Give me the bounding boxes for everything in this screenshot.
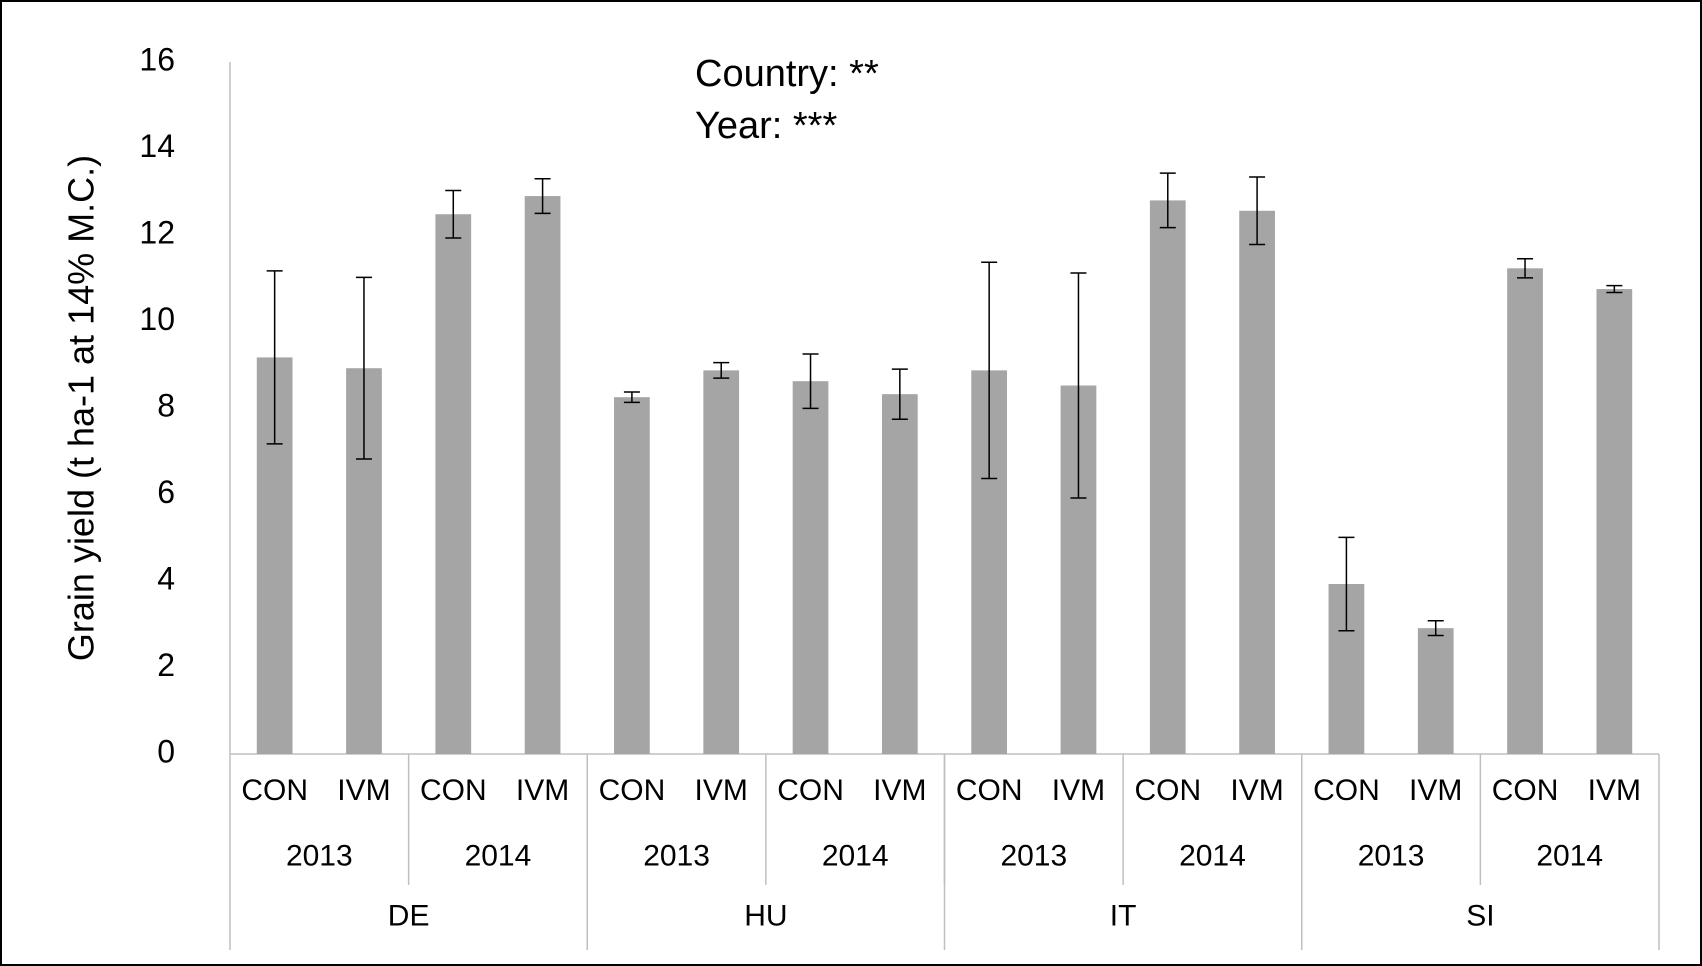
error-bar xyxy=(1427,620,1444,637)
error-bar xyxy=(1070,272,1087,499)
annotation: Year: *** xyxy=(695,105,837,147)
bar xyxy=(1149,200,1186,754)
y-tick-label: 10 xyxy=(139,301,175,337)
y-tick-label: 14 xyxy=(139,128,175,164)
year-label: 2013 xyxy=(1358,839,1425,872)
x-tick-label: IVM xyxy=(1588,774,1641,807)
error-bar xyxy=(623,391,640,404)
bar xyxy=(792,381,829,754)
error-bar xyxy=(534,178,551,215)
x-tick-label: IVM xyxy=(1230,774,1283,807)
error-bar xyxy=(802,353,819,410)
y-tick-label: 2 xyxy=(157,647,175,683)
error-bar xyxy=(1338,536,1355,632)
error-bar xyxy=(355,276,372,460)
error-bar xyxy=(266,270,283,445)
error-bar xyxy=(891,368,908,420)
x-tick-label: CON xyxy=(956,774,1023,807)
error-bar xyxy=(1606,284,1623,294)
bar xyxy=(435,214,472,755)
bar xyxy=(614,397,650,754)
bar xyxy=(1507,268,1543,754)
bar xyxy=(881,394,918,754)
x-tick-label: CON xyxy=(599,774,666,807)
error-bar xyxy=(1517,258,1534,279)
x-tick-label: IVM xyxy=(873,774,926,807)
error-bar xyxy=(1249,176,1266,246)
error-bar xyxy=(445,189,462,239)
year-label: 2014 xyxy=(465,839,532,872)
error-bar xyxy=(981,261,998,480)
x-tick-label: CON xyxy=(777,774,844,807)
annotation: Country: ** xyxy=(695,53,879,95)
x-tick-label: CON xyxy=(1492,774,1559,807)
x-tick-label: CON xyxy=(1134,774,1201,807)
error-bar xyxy=(1159,172,1176,229)
x-tick-label: CON xyxy=(241,774,308,807)
y-tick-label: 6 xyxy=(157,474,175,510)
country-label: DE xyxy=(388,899,430,932)
year-label: 2013 xyxy=(643,839,710,872)
x-tick-label: IVM xyxy=(695,774,748,807)
y-axis-label: Grain yield (t ha-1 at 14% M.C.) xyxy=(61,155,102,661)
year-label: 2014 xyxy=(1179,839,1246,872)
year-label: 2014 xyxy=(822,839,889,872)
x-tick-label: IVM xyxy=(337,774,390,807)
country-label: HU xyxy=(744,899,787,932)
x-tick-label: IVM xyxy=(516,774,569,807)
x-tick-label: IVM xyxy=(1409,774,1462,807)
y-tick-label: 4 xyxy=(157,560,175,596)
x-tick-label: IVM xyxy=(1052,774,1105,807)
year-label: 2013 xyxy=(286,839,353,872)
bar xyxy=(524,196,561,754)
x-tick-label: CON xyxy=(1313,774,1380,807)
bar xyxy=(1596,289,1633,754)
bar xyxy=(703,370,740,754)
y-tick-label: 16 xyxy=(139,41,175,77)
bar xyxy=(1239,210,1275,754)
bar xyxy=(1417,628,1454,754)
country-label: SI xyxy=(1466,899,1494,932)
year-label: 2013 xyxy=(1000,839,1067,872)
y-tick-label: 8 xyxy=(157,387,175,423)
y-tick-label: 0 xyxy=(157,733,175,769)
year-label: 2014 xyxy=(1536,839,1603,872)
x-tick-label: CON xyxy=(420,774,487,807)
country-label: IT xyxy=(1110,899,1137,932)
error-bar xyxy=(713,361,730,379)
y-tick-label: 12 xyxy=(139,214,175,250)
